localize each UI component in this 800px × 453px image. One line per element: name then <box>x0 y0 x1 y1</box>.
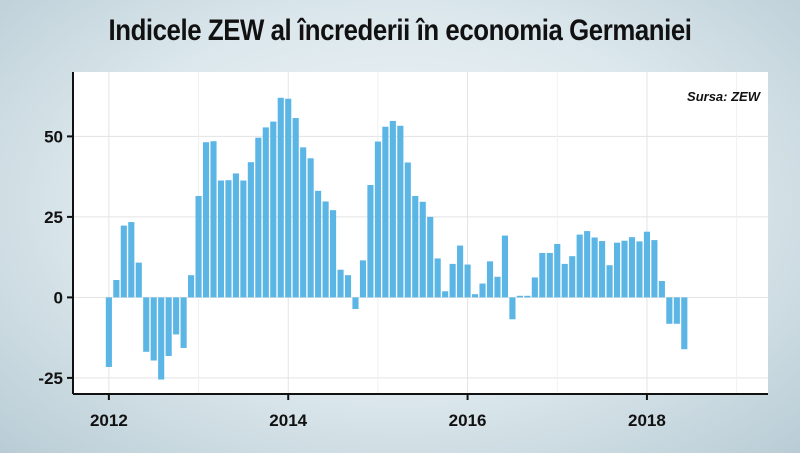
bar <box>681 297 688 350</box>
bar <box>188 275 195 298</box>
bar <box>262 127 269 298</box>
bar <box>658 280 665 298</box>
bar <box>330 210 337 298</box>
bar <box>628 237 636 298</box>
y-tick-label: 0 <box>54 288 63 307</box>
bar <box>173 297 180 335</box>
bar <box>247 162 254 298</box>
bar <box>599 241 606 298</box>
bar <box>344 275 352 298</box>
bar <box>150 297 157 361</box>
bar <box>352 297 359 309</box>
bar <box>292 118 299 298</box>
bar <box>217 180 225 298</box>
bar <box>606 265 613 298</box>
bar <box>382 126 389 298</box>
chart-title: Indicele ZEW al încrederii în economia G… <box>108 14 692 47</box>
bar <box>457 245 464 298</box>
bar <box>374 141 381 298</box>
bar <box>135 262 142 298</box>
bar <box>158 297 165 380</box>
bar <box>509 297 516 320</box>
bar <box>202 142 210 298</box>
bar <box>270 121 277 298</box>
bar <box>232 173 239 298</box>
bar <box>307 158 314 298</box>
y-tick-label: -25 <box>38 369 63 388</box>
bar <box>240 180 247 298</box>
bar <box>404 162 411 298</box>
bar <box>434 258 441 298</box>
bar <box>195 195 202 298</box>
bar <box>322 201 329 298</box>
bar <box>561 263 568 298</box>
source-note: Sursa: ZEW <box>687 89 762 104</box>
bar <box>225 180 232 298</box>
y-tick-label: 25 <box>44 208 63 227</box>
y-axis-ticks: -25 0 25 50 <box>38 127 73 388</box>
axes <box>72 72 768 395</box>
bar <box>613 242 621 298</box>
bar <box>210 141 217 298</box>
bar <box>673 297 680 324</box>
bar <box>584 231 591 298</box>
bar <box>367 185 374 298</box>
x-tick-label: 2014 <box>269 411 307 430</box>
bar <box>486 261 494 298</box>
bar <box>442 291 449 298</box>
bar <box>651 240 658 298</box>
x-tick-label: 2016 <box>449 411 487 430</box>
bar <box>128 222 135 298</box>
x-axis-ticks: 2012 2014 2016 2018 <box>90 394 666 430</box>
bar <box>479 283 486 298</box>
bar <box>255 137 262 298</box>
bar <box>576 234 583 298</box>
bar <box>539 252 546 298</box>
bar <box>449 263 456 298</box>
bar <box>636 241 643 298</box>
bar <box>666 297 673 324</box>
bar <box>412 195 419 298</box>
bar <box>643 231 650 298</box>
bar <box>105 297 112 367</box>
bar <box>337 269 344 298</box>
bar <box>180 297 187 348</box>
bar <box>427 216 434 298</box>
x-tick-label: 2012 <box>90 411 128 430</box>
bar <box>494 276 501 298</box>
bar <box>120 225 127 298</box>
bar <box>359 260 367 298</box>
bar <box>569 256 576 298</box>
bar <box>300 147 307 298</box>
bar <box>524 295 531 298</box>
bar <box>471 294 479 298</box>
bar <box>464 264 471 298</box>
bar <box>554 243 561 298</box>
x-tick-label: 2018 <box>628 411 666 430</box>
bar <box>419 201 426 298</box>
bar <box>165 297 172 356</box>
bars <box>105 97 688 380</box>
bar <box>531 277 538 298</box>
bar <box>315 190 322 298</box>
bar <box>397 125 404 298</box>
y-tick-label: 50 <box>44 127 63 146</box>
bar <box>516 295 523 298</box>
bar <box>621 240 628 298</box>
bar <box>143 297 150 352</box>
bar <box>277 97 284 298</box>
bar <box>285 98 292 298</box>
bar <box>501 235 509 298</box>
bar <box>389 120 396 298</box>
bar <box>546 252 553 298</box>
bar <box>113 280 120 298</box>
bar <box>591 237 598 298</box>
